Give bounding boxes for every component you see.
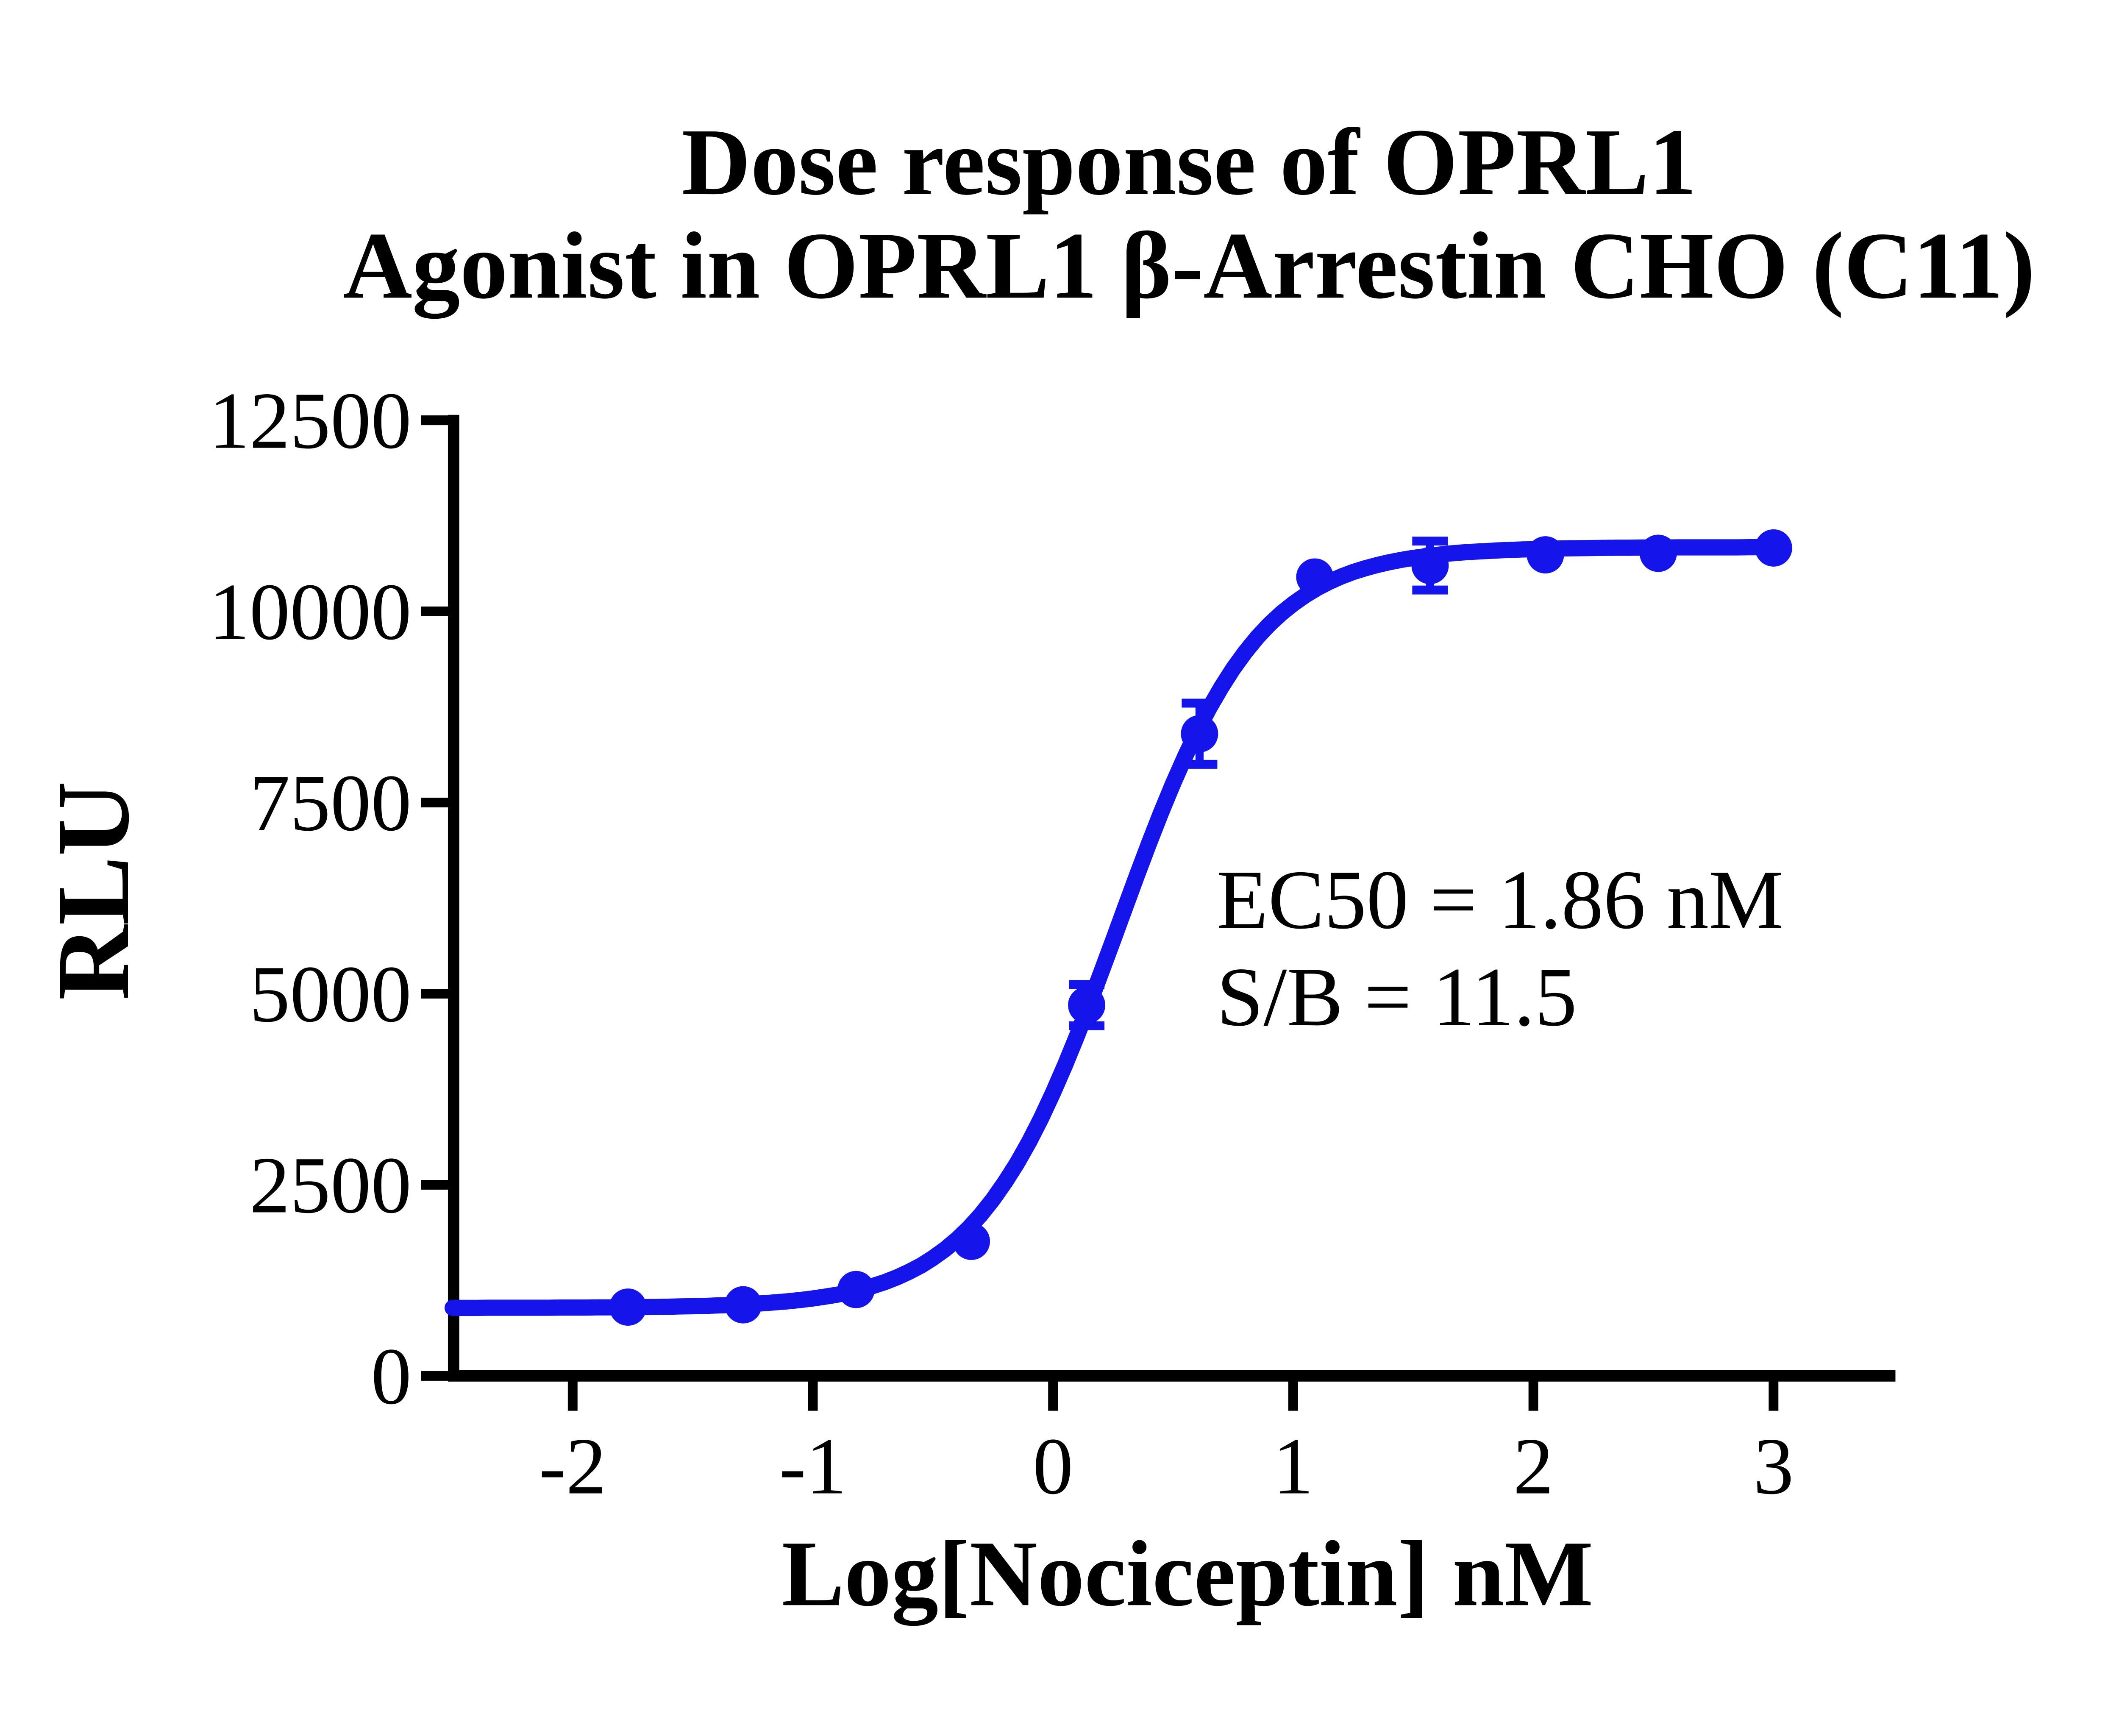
y-tick-label: 5000 bbox=[250, 949, 412, 1039]
y-axis-title: RLU bbox=[36, 781, 150, 1000]
y-tick-label: 7500 bbox=[250, 759, 412, 848]
chart-title-line1: Dose response of OPRL1 bbox=[681, 109, 1696, 215]
x-axis-title: Log[Nociceptin] nM bbox=[781, 1521, 1593, 1626]
data-point-markers bbox=[609, 529, 1792, 1326]
x-axis-ticks bbox=[567, 1378, 1779, 1411]
data-series bbox=[444, 529, 1792, 1326]
data-point bbox=[953, 1222, 990, 1260]
data-point bbox=[1181, 715, 1218, 753]
x-tick-label: 1 bbox=[1273, 1422, 1314, 1511]
x-tick-label: -2 bbox=[539, 1422, 606, 1511]
x-tick-label: 0 bbox=[1033, 1422, 1073, 1511]
x-tick-label: 3 bbox=[1753, 1422, 1794, 1511]
y-axis-tick-labels: 0 2500 5000 7500 10000 12500 bbox=[209, 376, 412, 1422]
data-point bbox=[1639, 534, 1677, 572]
annotation-ec50: EC50 = 1.86 nM bbox=[1217, 853, 1784, 946]
y-tick-label: 2500 bbox=[250, 1141, 412, 1230]
x-axis-tick-labels: -2 -1 0 1 2 3 bbox=[539, 1422, 1794, 1511]
x-tick-label: 2 bbox=[1513, 1422, 1554, 1511]
data-point bbox=[1411, 547, 1449, 584]
axis-lines bbox=[448, 415, 1896, 1382]
y-tick-label: 10000 bbox=[209, 568, 412, 657]
axes: 0 2500 5000 7500 10000 12500 -2 -1 0 1 2 3 bbox=[209, 376, 1896, 1511]
chart-title-line2: Agonist in OPRL1 β-Arrestin CHO (C11) bbox=[343, 212, 2035, 319]
y-axis-ticks bbox=[421, 415, 449, 1381]
y-tick-label: 0 bbox=[371, 1332, 412, 1421]
y-tick-label: 12500 bbox=[209, 376, 412, 466]
annotation-sb: S/B = 11.5 bbox=[1217, 950, 1577, 1043]
data-point bbox=[1068, 986, 1106, 1024]
data-point bbox=[1755, 529, 1792, 567]
data-point bbox=[837, 1271, 875, 1308]
x-tick-label: -1 bbox=[779, 1422, 846, 1511]
data-point bbox=[724, 1286, 762, 1324]
data-point bbox=[1527, 536, 1564, 574]
data-point bbox=[1296, 558, 1334, 596]
data-point bbox=[609, 1288, 647, 1326]
